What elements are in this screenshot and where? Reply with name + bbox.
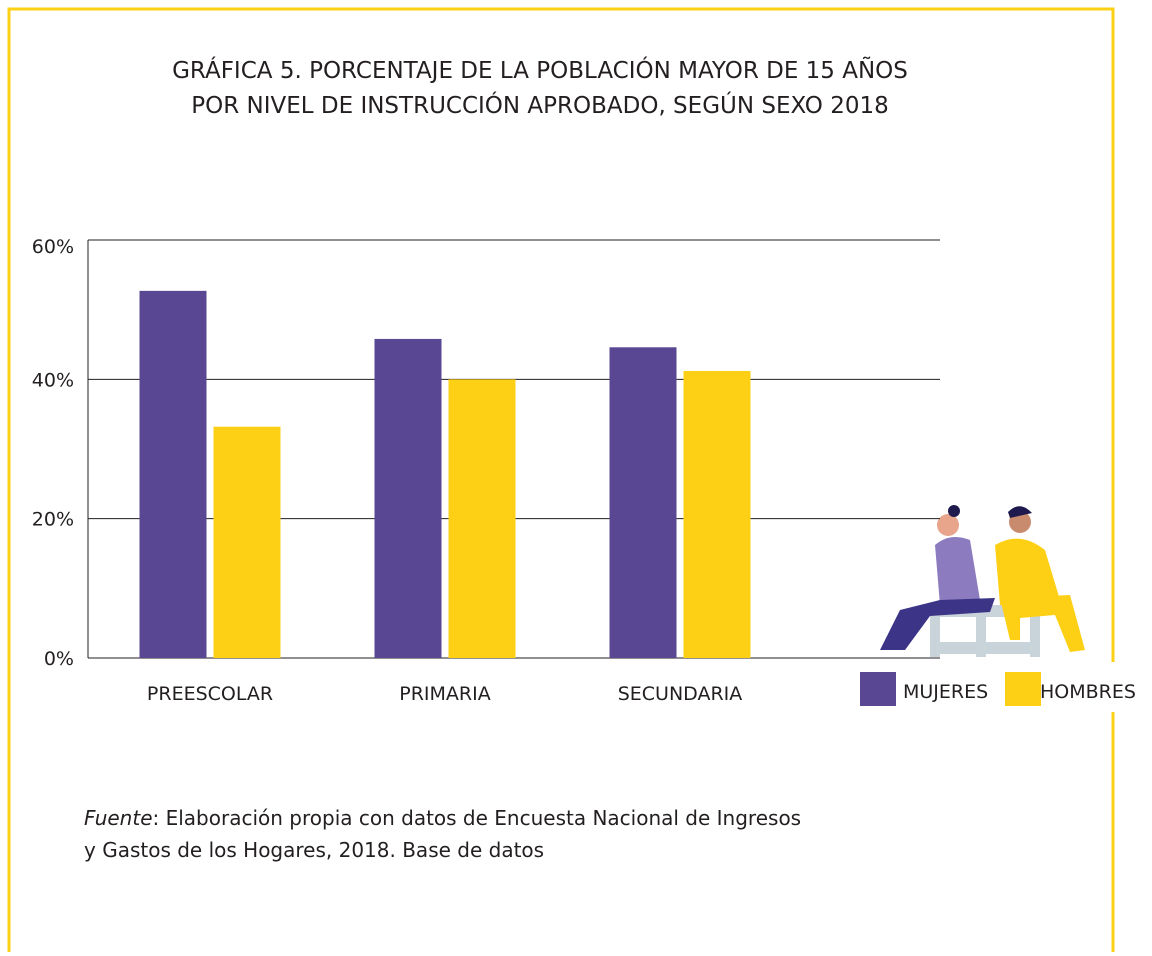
y-tick-label: 20% — [32, 509, 74, 531]
bar — [140, 291, 207, 658]
bar — [214, 427, 281, 658]
bar — [610, 347, 677, 658]
x-tick-label: PREESCOLAR — [147, 683, 273, 705]
legend-label: HOMBRES — [1040, 681, 1136, 703]
x-tick-label: SECUNDARIA — [618, 683, 743, 705]
source-text: : Elaboración propia con datos de Encues… — [153, 806, 802, 830]
x-tick-label: PRIMARIA — [399, 683, 490, 705]
chart: GRÁFICA 5. PORCENTAJE DE LA POBLACIÓN MA… — [0, 0, 1152, 952]
chart-title: GRÁFICA 5. PORCENTAJE DE LA POBLACIÓN MA… — [172, 56, 908, 84]
y-tick-label: 60% — [32, 236, 74, 258]
bar — [449, 379, 516, 658]
source: Fuente: Elaboración propia con datos de … — [84, 806, 801, 830]
bar — [684, 371, 751, 658]
chart-title: POR NIVEL DE INSTRUCCIÓN APROBADO, SEGÚN… — [191, 91, 888, 119]
illustration — [880, 505, 1085, 657]
y-tick-label: 40% — [32, 369, 74, 391]
bar — [375, 339, 442, 658]
source-label: Fuente — [84, 806, 153, 830]
y-tick-label: 0% — [44, 648, 74, 670]
legend-swatch — [1005, 672, 1041, 706]
legend-label: MUJERES — [903, 681, 988, 703]
legend-swatch — [860, 672, 896, 706]
source-text: y Gastos de los Hogares, 2018. Base de d… — [84, 838, 544, 862]
